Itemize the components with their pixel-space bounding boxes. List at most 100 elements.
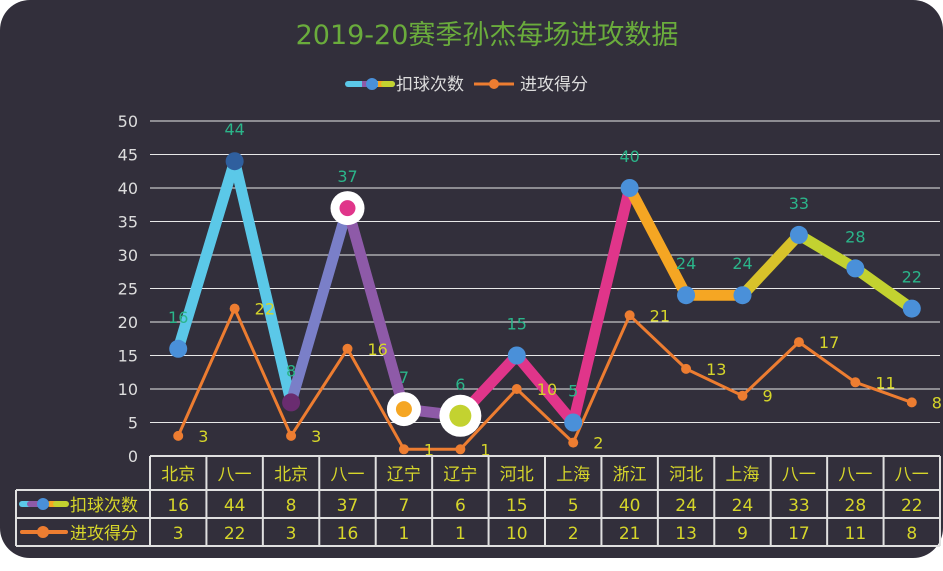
x-category-label: 八一 (782, 465, 816, 485)
spike-data-label: 33 (789, 194, 809, 213)
y-tick-label: 35 (118, 213, 138, 232)
score-data-label: 17 (819, 333, 839, 352)
x-category-label: 河北 (669, 465, 703, 485)
score-data-label: 22 (255, 300, 275, 319)
score-marker (793, 337, 804, 348)
score-data-label: 13 (706, 360, 726, 379)
legend: 扣球次数 进攻得分 (345, 75, 588, 95)
score-data-label: 11 (875, 373, 895, 392)
table-score-value: 21 (619, 524, 641, 544)
score-marker (286, 430, 297, 441)
table-spike-value: 24 (732, 496, 754, 516)
x-category-label: 浙江 (613, 465, 647, 485)
table-score-value: 22 (224, 524, 246, 544)
y-tick-label: 0 (128, 447, 138, 466)
score-data-label: 10 (537, 380, 557, 399)
spike-data-label: 15 (507, 315, 527, 334)
x-category-label: 上海 (726, 465, 760, 485)
score-data-label: 3 (311, 427, 321, 446)
spike-marker (507, 346, 526, 365)
score-marker (398, 444, 409, 455)
y-tick-label: 10 (118, 380, 138, 399)
y-tick-label: 50 (118, 112, 138, 131)
table-spike-value: 24 (675, 496, 697, 516)
table-score-value: 16 (337, 524, 359, 544)
table-spike-value: 33 (788, 496, 810, 516)
table-score-legend-marker (37, 526, 49, 538)
table-score-row-label: 进攻得分 (70, 524, 138, 544)
spike-marker (225, 152, 244, 171)
table-spike-legend-marker (37, 498, 49, 510)
x-category-label: 八一 (895, 465, 929, 485)
score-marker (906, 397, 917, 408)
x-category-label: 上海 (556, 465, 590, 485)
spike-data-label: 22 (902, 268, 922, 287)
legend-score-marker (489, 79, 499, 89)
table-score-value: 1 (455, 524, 466, 544)
chart-title: 2019-20赛季孙杰每场进攻数据 (296, 20, 679, 51)
legend-spike-marker (366, 78, 378, 90)
y-tick-label: 15 (118, 347, 138, 366)
table-spike-value: 7 (399, 496, 410, 516)
spike-marker (733, 286, 752, 305)
table-score-value: 1 (399, 524, 410, 544)
table-score-value: 3 (286, 524, 297, 544)
spike-line-segment (737, 229, 805, 301)
spike-marker (395, 401, 412, 418)
spike-line-segment (511, 350, 579, 428)
table-score-value: 10 (506, 524, 528, 544)
spike-data-label: 44 (224, 120, 244, 139)
y-tick-label: 30 (118, 246, 138, 265)
score-marker (173, 430, 184, 441)
spike-marker (789, 225, 808, 244)
spike-marker (846, 259, 865, 278)
spike-marker (282, 393, 301, 412)
score-marker (624, 310, 635, 321)
score-data-label: 3 (198, 427, 208, 446)
spike-data-label: 8 (286, 361, 296, 380)
x-category-label: 八一 (331, 465, 365, 485)
spike-data-label: 37 (337, 167, 357, 186)
spike-marker (449, 404, 472, 427)
score-marker (455, 444, 466, 455)
y-tick-label: 45 (118, 146, 138, 165)
table-score-value: 11 (845, 524, 867, 544)
score-marker (568, 437, 579, 448)
chart-background (0, 0, 943, 558)
spike-marker (620, 179, 639, 197)
spike-data-label: 24 (676, 254, 696, 273)
score-data-label: 1 (424, 440, 434, 459)
score-marker (681, 363, 692, 374)
table-spike-value: 44 (224, 496, 246, 516)
spike-data-label: 7 (399, 368, 409, 387)
table-spike-value: 15 (506, 496, 528, 516)
table-spike-value: 8 (286, 496, 297, 516)
x-category-label: 八一 (838, 465, 872, 485)
table-spike-value: 16 (167, 496, 189, 516)
spike-line-segment (793, 229, 861, 274)
score-marker (342, 343, 353, 354)
y-tick-label: 40 (118, 179, 138, 198)
spike-line-segment (172, 155, 241, 355)
score-marker (850, 377, 861, 388)
spike-marker (902, 299, 921, 318)
table-score-value: 2 (568, 524, 579, 544)
spike-marker (169, 339, 188, 358)
spike-marker (677, 286, 696, 305)
table-score-value: 8 (906, 524, 917, 544)
y-tick-label: 5 (128, 414, 138, 433)
table-score-value: 13 (675, 524, 697, 544)
table-score-value: 9 (737, 524, 748, 544)
score-data-label: 2 (593, 434, 603, 453)
table-spike-value: 40 (619, 496, 641, 516)
table-spike-value: 28 (845, 496, 867, 516)
spike-data-label: 40 (619, 147, 639, 166)
score-line (176, 304, 913, 451)
table-score-value: 3 (173, 524, 184, 544)
x-category-label: 辽宁 (443, 465, 477, 485)
table-spike-value: 37 (337, 496, 359, 516)
spike-line-segment (229, 155, 297, 408)
spike-marker (339, 200, 356, 217)
score-data-label: 16 (368, 340, 388, 359)
